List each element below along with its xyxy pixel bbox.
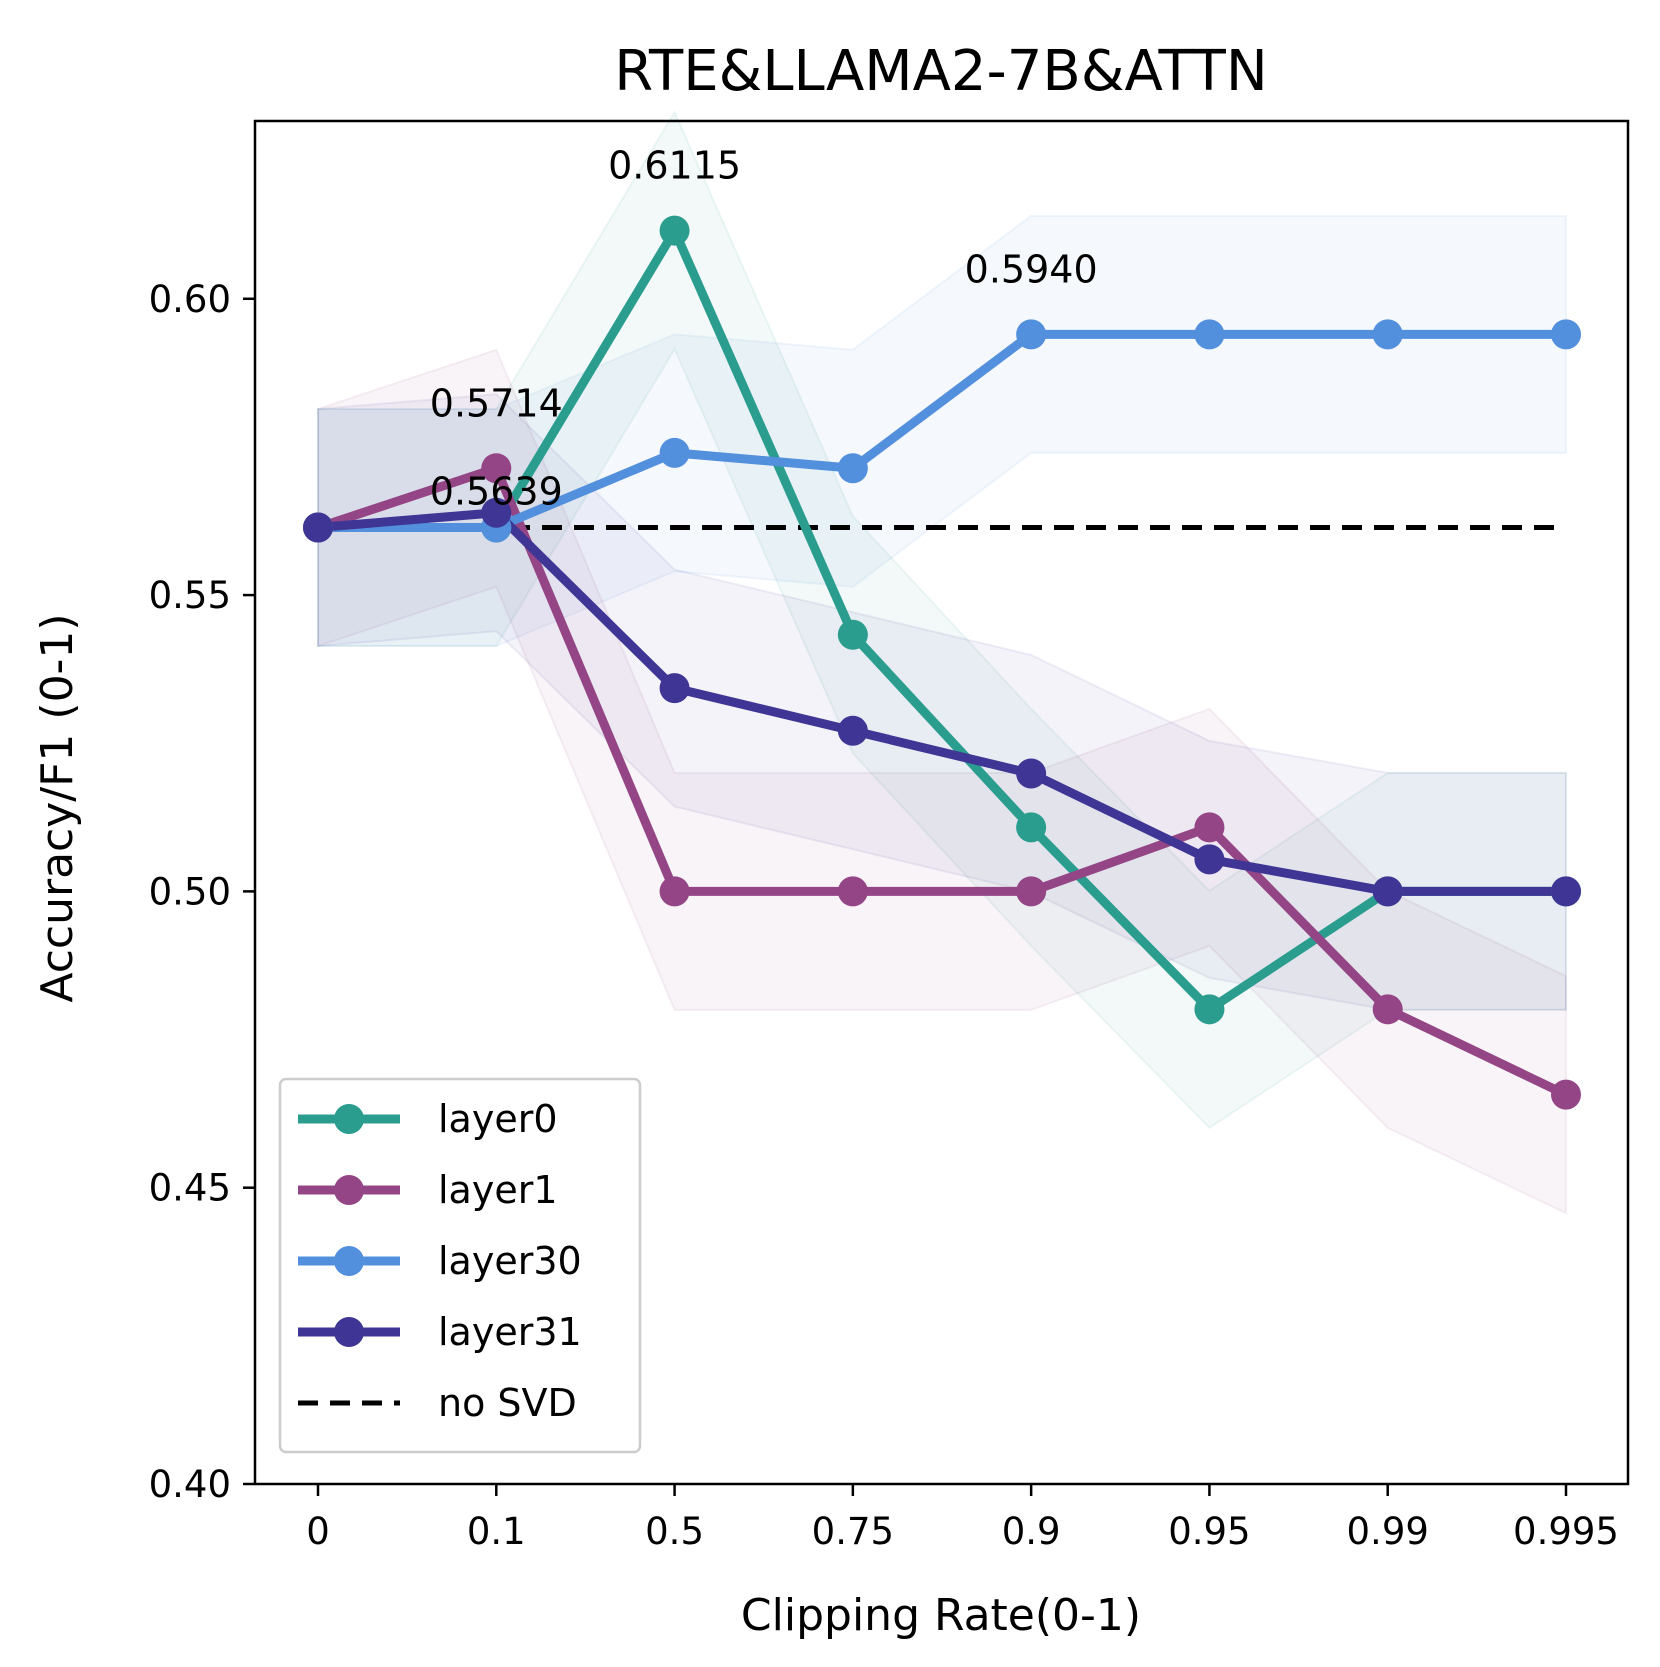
point-layer1-7 [1551,1079,1581,1110]
x-tick-label-3: 0.75 [812,1510,894,1553]
legend-label-layer31: layer31 [438,1310,582,1354]
point-layer1-5 [1194,812,1225,843]
point-layer30-6 [1372,319,1403,350]
plot-frame [253,119,1630,1486]
x-axis-label: Clipping Rate(0-1) [741,1590,1141,1641]
x-tick-label-2: 0.5 [645,1510,704,1553]
legend-label-layer0: layer0 [438,1097,558,1141]
point-layer1-2 [659,876,690,907]
x-tick-label-1: 0.1 [467,1510,526,1553]
legend-marker-layer31 [334,1317,364,1347]
point-layer30-3 [837,453,868,484]
y-axis-ticks: 0.40 0.45 0.50 0.55 0.60 [149,278,255,1506]
chart-title: RTE&LLAMA2-7B&ATTN [614,39,1268,104]
point-layer0-3 [837,619,868,650]
point-layer30-2 [659,437,690,468]
point-layer0-5 [1194,994,1225,1025]
point-layer1-3 [837,876,868,907]
legend-label-no SVD: no SVD [438,1381,577,1425]
series-points [303,215,1581,1110]
annotation-0: 0.6115 [608,144,741,188]
point-layer0-4 [1016,812,1047,843]
legend-label-layer1: layer1 [438,1168,558,1212]
y-tick-label-4: 0.60 [149,278,231,321]
annotation-1: 0.5940 [965,247,1098,291]
x-tick-label-6: 0.99 [1347,1510,1429,1553]
point-layer0-2 [659,215,690,246]
legend-box [278,1077,642,1454]
legend-marker-layer0 [334,1104,364,1134]
line-layer30 [313,329,1571,533]
y-axis-label: Accuracy/F1 (0-1) [32,613,83,1002]
x-tick-label-0: 0 [306,1510,330,1553]
point-layer31-7 [1551,876,1581,907]
line-layer0 [313,226,1571,1014]
point-layer1-6 [1372,994,1403,1025]
legend-marker-layer1 [334,1175,364,1205]
point-layer31-0 [303,512,333,543]
x-tick-label-7: 0.995 [1513,1510,1619,1553]
point-layer31-4 [1016,758,1047,789]
series-lines [313,226,1571,1100]
value-annotations: 0.6115 0.5940 0.5714 0.5639 [430,144,1098,514]
y-tick-label-0: 0.40 [149,1463,231,1506]
point-layer30-7 [1551,319,1581,350]
y-tick-label-1: 0.45 [149,1167,231,1210]
x-axis-ticks: 0 0.1 0.5 0.75 0.9 0.95 0.99 0.995 [306,1484,1619,1553]
annotation-2: 0.5714 [430,381,563,425]
point-layer31-2 [659,673,690,704]
line-layer31 [313,508,1571,896]
y-tick-label-3: 0.55 [149,574,231,617]
legend-marker-layer30 [334,1246,364,1276]
point-layer31-5 [1194,844,1225,875]
legend: layer0 layer1 layer30 layer31 no SVD [278,1077,642,1454]
band-layer1 [317,348,1567,1215]
point-layer1-4 [1016,876,1047,907]
point-layer31-6 [1372,876,1403,907]
point-layer1-1 [481,453,512,484]
point-layer31-3 [837,715,868,746]
y-tick-label-2: 0.50 [149,870,231,913]
annotation-3: 0.5639 [430,470,563,514]
band-layer30 [317,214,1567,648]
point-layer30-4 [1016,319,1047,350]
x-tick-label-5: 0.95 [1168,1510,1250,1553]
point-layer31-1 [481,497,512,528]
x-tick-label-4: 0.9 [1002,1510,1061,1553]
point-layer30-5 [1194,319,1225,350]
legend-label-layer30: layer30 [438,1239,582,1283]
